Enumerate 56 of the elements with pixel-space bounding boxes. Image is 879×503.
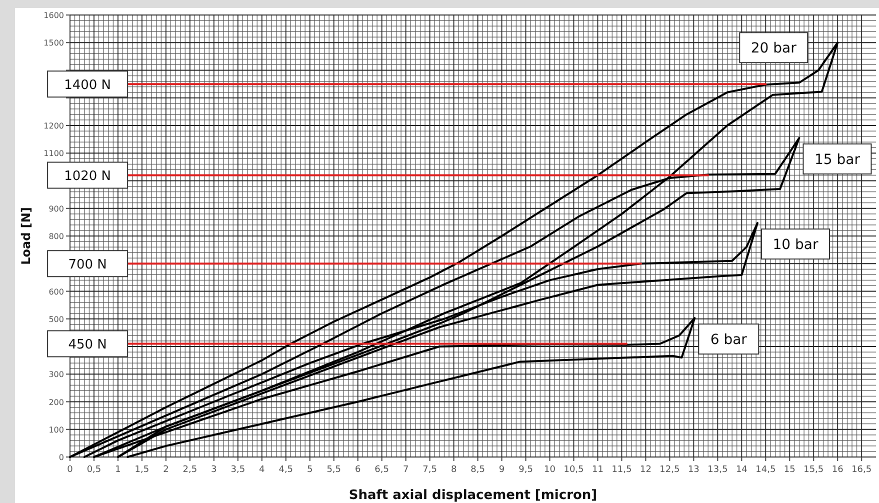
x-tick-label: 15 bbox=[784, 465, 796, 475]
x-tick-label: 13 bbox=[688, 465, 700, 475]
y-tick-label: 0 bbox=[58, 453, 64, 462]
x-tick-label: 2,5 bbox=[182, 465, 198, 475]
x-tick-label: 15,5 bbox=[804, 465, 824, 475]
x-tick-label: 5,5 bbox=[326, 465, 342, 475]
y-tick-label: 800 bbox=[48, 232, 64, 241]
series-label: 15 bar bbox=[814, 152, 860, 168]
x-tick-label: 8,5 bbox=[470, 465, 485, 475]
x-tick-label: 12 bbox=[640, 465, 652, 475]
x-tick-label: 11,5 bbox=[612, 465, 632, 475]
x-tick-label: 9,5 bbox=[518, 465, 533, 475]
x-tick-label: 1 bbox=[115, 465, 121, 475]
x-tick-label: 12,5 bbox=[660, 465, 680, 475]
y-tick-label: 1100 bbox=[44, 149, 64, 158]
x-tick-label: 6,5 bbox=[374, 465, 390, 475]
x-tick-label: 14 bbox=[736, 465, 748, 475]
x-tick-label: 13,5 bbox=[708, 465, 728, 475]
x-tick-label: 1,5 bbox=[134, 465, 150, 475]
x-tick-label: 0 bbox=[67, 465, 74, 475]
y-tick-label: 500 bbox=[48, 314, 64, 324]
x-tick-label: 5 bbox=[307, 465, 313, 475]
x-tick-label: 2 bbox=[163, 465, 169, 475]
x-tick-label: 9 bbox=[498, 465, 505, 475]
x-tick-label: 14,5 bbox=[756, 465, 776, 475]
x-tick-label: 8 bbox=[450, 465, 457, 475]
x-axis-title: Shaft axial displacement [micron] bbox=[348, 488, 598, 503]
series-label: 20 bar bbox=[750, 40, 797, 57]
series-label: 700 N bbox=[68, 258, 107, 273]
x-tick-label: 11 bbox=[592, 465, 604, 475]
x-tick-label: 16,5 bbox=[852, 465, 872, 475]
series-label: 6 bar bbox=[710, 332, 748, 348]
y-tick-label: 200 bbox=[48, 398, 64, 407]
y-tick-label: 300 bbox=[48, 370, 64, 380]
series-label: 1020 N bbox=[64, 169, 112, 184]
x-tick-label: 3,5 bbox=[230, 465, 246, 475]
x-tick-label: 7 bbox=[402, 465, 409, 475]
series-label: 450 N bbox=[68, 338, 107, 353]
y-axis-title: Load [N] bbox=[19, 207, 33, 265]
x-tick-label: 6 bbox=[354, 465, 361, 475]
x-tick-label: 7,5 bbox=[422, 465, 437, 475]
y-tick-label: 1600 bbox=[44, 11, 64, 20]
x-tick-label: 16 bbox=[832, 465, 844, 475]
y-tick-label: 100 bbox=[48, 425, 64, 434]
x-tick-label: 4 bbox=[259, 465, 266, 475]
x-tick-label: 4,5 bbox=[278, 465, 294, 475]
y-tick-label: 900 bbox=[48, 204, 64, 214]
series-label: 10 bar bbox=[772, 237, 818, 254]
series-label: 1400 N bbox=[64, 78, 112, 94]
x-tick-label: 3 bbox=[211, 465, 217, 475]
y-tick-label: 600 bbox=[48, 287, 64, 296]
x-tick-label: 10 bbox=[544, 465, 556, 475]
x-tick-label: 0,5 bbox=[86, 465, 102, 475]
y-tick-label: 1500 bbox=[44, 38, 64, 48]
y-tick-label: 1200 bbox=[44, 122, 64, 130]
x-tick-label: 10,5 bbox=[564, 465, 584, 475]
